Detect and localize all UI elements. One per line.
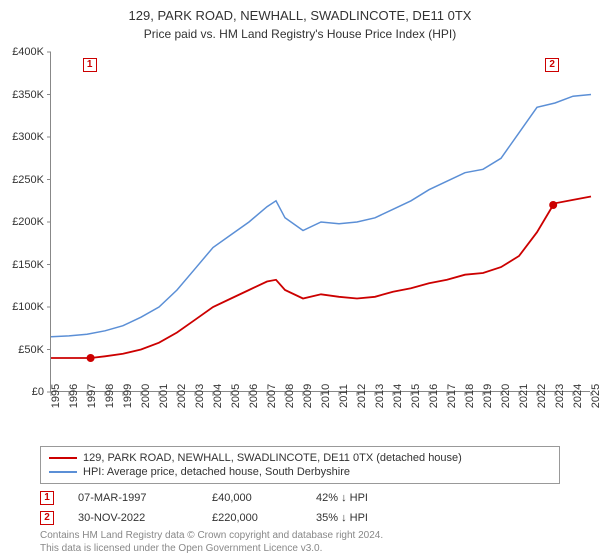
chart-area: £0£50K£100K£150K£200K£250K£300K£350K£400… — [50, 52, 590, 412]
x-tick-label: 2016 — [428, 384, 440, 408]
series-line-hpi — [51, 95, 591, 337]
x-tick-label: 2014 — [392, 384, 404, 408]
footer: Contains HM Land Registry data © Crown c… — [40, 530, 560, 555]
x-tick-label: 2012 — [356, 384, 368, 408]
event-top-marker-2: 2 — [545, 58, 559, 72]
event-pct-2: 35% ↓ HPI — [316, 512, 416, 524]
x-tick-label: 2023 — [554, 384, 566, 408]
x-tick-label: 2000 — [140, 384, 152, 408]
chart-svg — [51, 52, 591, 392]
event-row-1: 1 07-MAR-1997 £40,000 42% ↓ HPI — [40, 488, 560, 508]
y-tick-label: £400K — [12, 46, 44, 58]
x-tick-label: 2020 — [500, 384, 512, 408]
legend-label-price: 129, PARK ROAD, NEWHALL, SWADLINCOTE, DE… — [83, 452, 462, 464]
events-table: 1 07-MAR-1997 £40,000 42% ↓ HPI 2 30-NOV… — [40, 488, 560, 528]
event-marker-2: 2 — [40, 511, 54, 525]
x-tick-label: 2025 — [590, 384, 600, 408]
event-row-2: 2 30-NOV-2022 £220,000 35% ↓ HPI — [40, 508, 560, 528]
x-tick-label: 2010 — [320, 384, 332, 408]
legend-item-price: 129, PARK ROAD, NEWHALL, SWADLINCOTE, DE… — [49, 451, 551, 465]
event-price-2: £220,000 — [212, 512, 292, 524]
x-tick-label: 2018 — [464, 384, 476, 408]
legend-item-hpi: HPI: Average price, detached house, Sout… — [49, 465, 551, 479]
footer-line-2: This data is licensed under the Open Gov… — [40, 543, 560, 556]
legend: 129, PARK ROAD, NEWHALL, SWADLINCOTE, DE… — [40, 446, 560, 484]
footer-line-1: Contains HM Land Registry data © Crown c… — [40, 530, 560, 543]
event-pct-1: 42% ↓ HPI — [316, 492, 416, 504]
x-tick-label: 2007 — [266, 384, 278, 408]
y-tick-label: £150K — [12, 259, 44, 271]
series-line-price_paid — [51, 197, 591, 359]
x-tick-label: 2015 — [410, 384, 422, 408]
x-tick-label: 2019 — [482, 384, 494, 408]
event-top-marker-1: 1 — [83, 58, 97, 72]
chart-container: 129, PARK ROAD, NEWHALL, SWADLINCOTE, DE… — [0, 0, 600, 560]
y-tick-label: £0 — [32, 386, 44, 398]
x-tick-label: 1998 — [104, 384, 116, 408]
plot-region — [50, 52, 590, 392]
x-tick-label: 2021 — [518, 384, 530, 408]
x-tick-label: 2013 — [374, 384, 386, 408]
x-tick-label: 2005 — [230, 384, 242, 408]
event-date-2: 30-NOV-2022 — [78, 512, 188, 524]
x-tick-label: 2001 — [158, 384, 170, 408]
y-tick-label: £50K — [18, 344, 44, 356]
x-tick-label: 2006 — [248, 384, 260, 408]
x-tick-label: 1999 — [122, 384, 134, 408]
legend-label-hpi: HPI: Average price, detached house, Sout… — [83, 466, 350, 478]
event-dot-1 — [87, 354, 95, 362]
x-tick-label: 1997 — [86, 384, 98, 408]
x-tick-label: 2002 — [176, 384, 188, 408]
x-tick-label: 1995 — [50, 384, 62, 408]
event-dot-2 — [549, 201, 557, 209]
y-tick-label: £350K — [12, 89, 44, 101]
x-tick-label: 2004 — [212, 384, 224, 408]
x-tick-label: 2022 — [536, 384, 548, 408]
x-tick-label: 2024 — [572, 384, 584, 408]
x-tick-label: 2008 — [284, 384, 296, 408]
chart-subtitle: Price paid vs. HM Land Registry's House … — [0, 25, 600, 41]
x-tick-label: 2011 — [338, 384, 350, 408]
x-tick-label: 2009 — [302, 384, 314, 408]
legend-swatch-price — [49, 457, 77, 459]
chart-title: 129, PARK ROAD, NEWHALL, SWADLINCOTE, DE… — [0, 0, 600, 25]
y-tick-label: £300K — [12, 131, 44, 143]
x-tick-label: 1996 — [68, 384, 80, 408]
legend-swatch-hpi — [49, 471, 77, 473]
event-price-1: £40,000 — [212, 492, 292, 504]
y-tick-label: £200K — [12, 216, 44, 228]
x-tick-label: 2003 — [194, 384, 206, 408]
x-tick-label: 2017 — [446, 384, 458, 408]
y-tick-label: £100K — [12, 301, 44, 313]
event-date-1: 07-MAR-1997 — [78, 492, 188, 504]
event-marker-1: 1 — [40, 491, 54, 505]
y-tick-label: £250K — [12, 174, 44, 186]
